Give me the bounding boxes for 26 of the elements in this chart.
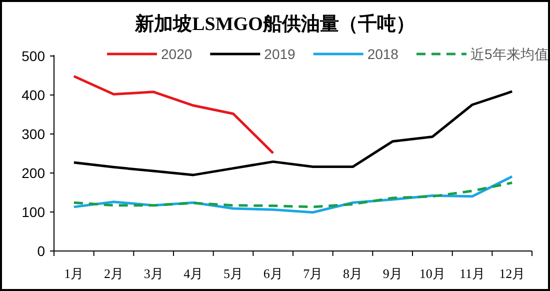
line-series xyxy=(72,75,274,154)
x-tick-label: 12月 xyxy=(499,266,526,281)
legend-label: 近5年来均值 xyxy=(470,46,548,62)
y-tick-label: 100 xyxy=(22,204,46,220)
x-tick-label: 7月 xyxy=(303,266,323,281)
y-tick-label: 200 xyxy=(22,165,46,181)
y-tick-label: 500 xyxy=(22,48,46,64)
x-tick-label: 3月 xyxy=(144,266,164,281)
x-tick-label: 11月 xyxy=(459,266,486,281)
x-tick-label: 2月 xyxy=(104,266,124,281)
x-tick-label: 5月 xyxy=(224,266,243,281)
x-tick-label: 8月 xyxy=(343,266,362,281)
x-tick-label: 6月 xyxy=(263,266,283,281)
x-tick-label: 4月 xyxy=(184,266,204,281)
y-tick-label: 400 xyxy=(22,87,46,103)
x-tick-label: 9月 xyxy=(382,266,402,281)
line-series xyxy=(72,90,514,176)
chart-title: 新加坡LSMGO船供油量（千吨） xyxy=(134,13,415,35)
line-series xyxy=(72,182,514,208)
y-tick-label: 300 xyxy=(22,126,46,142)
legend-label: 2020 xyxy=(161,46,192,62)
legend-label: 2019 xyxy=(264,46,296,62)
x-tick-label: 10月 xyxy=(419,266,446,281)
y-tick-label: 0 xyxy=(37,243,46,259)
legend-label: 2018 xyxy=(367,46,399,62)
x-tick-label: 1月 xyxy=(64,266,84,281)
